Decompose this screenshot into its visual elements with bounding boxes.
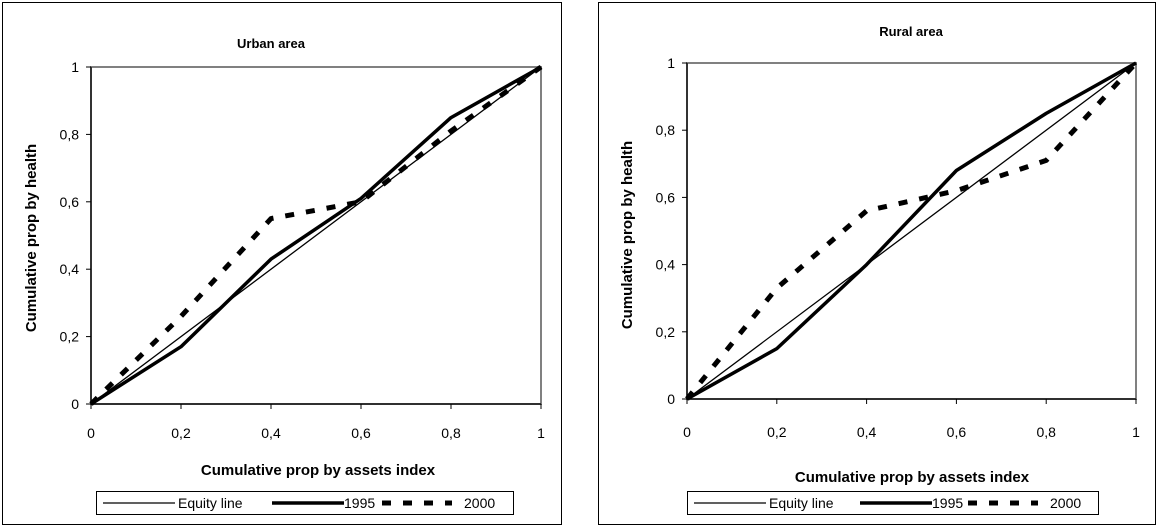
legend-label-2000: 2000 <box>1050 495 1082 511</box>
chart-title: Urban area <box>237 36 306 51</box>
x-axis-label: Cumulative prop by assets index <box>795 469 1030 486</box>
x-tick-label: 0,4 <box>261 425 281 441</box>
series-line-1995 <box>90 65 542 406</box>
y-tick-label: 0,6 <box>656 189 676 205</box>
series-line-equity-line <box>90 66 542 405</box>
y-tick-label: 0,2 <box>60 329 80 345</box>
y-tick-label: 0,8 <box>656 122 676 138</box>
x-tick-label: 0,2 <box>171 425 191 441</box>
y-tick-label: 0,2 <box>656 324 676 340</box>
y-tick-label: 0,4 <box>656 257 676 273</box>
y-tick-label: 0,6 <box>60 194 80 210</box>
series-line-1995 <box>686 61 1137 401</box>
x-tick-label: 1 <box>1132 424 1140 440</box>
x-tick-label: 0,8 <box>441 425 461 441</box>
rural-chart-svg: Rural area Cumulative prop by assets ind… <box>619 24 1140 486</box>
rural-chart-panel: Rural area Cumulative prop by assets ind… <box>598 2 1156 525</box>
legend-label-2000: 2000 <box>464 495 496 511</box>
x-tick-label: 1 <box>537 425 545 441</box>
x-axis-label: Cumulative prop by assets index <box>201 462 436 479</box>
y-tick-label: 1 <box>71 59 79 75</box>
x-tick-label: 0,8 <box>1036 424 1056 440</box>
series-line-2000 <box>685 61 1138 401</box>
x-tick-label: 0,6 <box>947 424 967 440</box>
legend-label-equity: Equity line <box>178 495 243 511</box>
x-tick-label: 0,4 <box>857 424 877 440</box>
x-tick-label: 0,2 <box>767 424 787 440</box>
legend-label-equity: Equity line <box>769 495 834 511</box>
chart-legend: Equity line 1995 2000 <box>687 491 1099 515</box>
y-tick-label: 0,4 <box>60 261 80 277</box>
x-tick-label: 0 <box>87 425 95 441</box>
urban-chart-svg: Urban area Cumulative prop by assets ind… <box>23 36 545 479</box>
x-tick-label: 0 <box>683 424 691 440</box>
y-axis-label: Cumulative prop by health <box>619 141 636 329</box>
legend-label-1995: 1995 <box>344 495 376 511</box>
series-line-equity-line <box>686 62 1137 400</box>
legend-label-1995: 1995 <box>932 495 964 511</box>
chart-legend: Equity line 1995 2000 <box>96 491 514 515</box>
y-tick-label: 0 <box>71 396 79 412</box>
x-tick-label: 0,6 <box>351 425 371 441</box>
urban-chart-panel: Urban area Cumulative prop by assets ind… <box>2 2 562 525</box>
y-tick-label: 0,8 <box>60 126 80 142</box>
y-tick-label: 1 <box>667 55 675 71</box>
y-tick-label: 0 <box>667 391 675 407</box>
y-axis-label: Cumulative prop by health <box>23 144 40 332</box>
chart-title: Rural area <box>879 24 943 39</box>
